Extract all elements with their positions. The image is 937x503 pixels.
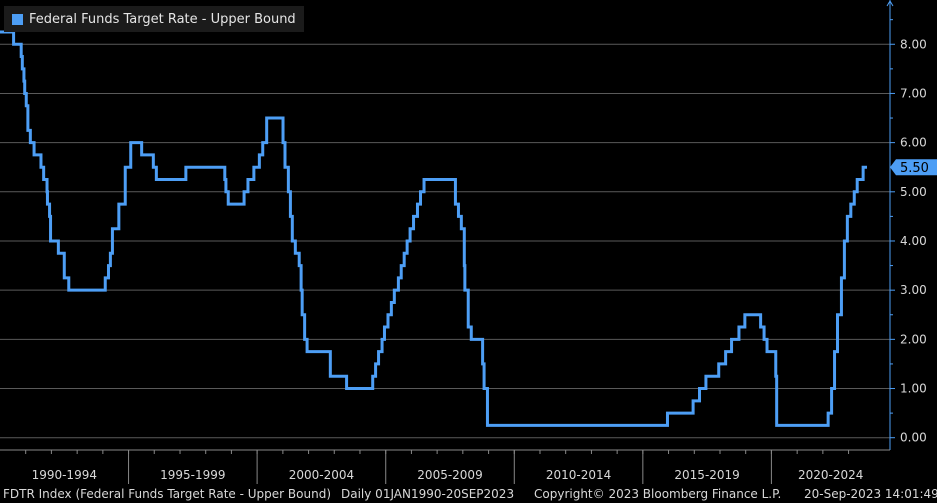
y-tick-label: 7.00 <box>900 86 927 100</box>
legend: Federal Funds Target Rate - Upper Bound <box>4 6 304 32</box>
y-axis: 0.00 1.00 2.00 3.00 4.00 5.00 6.00 7.00 8.00 <box>886 0 927 450</box>
x-period-label: 2000-2004 <box>289 468 354 482</box>
x-period-label: 2010-2014 <box>546 468 611 482</box>
x-period-label: 2005-2009 <box>417 468 482 482</box>
footer-copyright: Copyright© 2023 Bloomberg Finance L.P. <box>534 487 782 501</box>
x-period-label: 1990-1994 <box>32 468 97 482</box>
y-tick-label: 5.00 <box>900 185 927 199</box>
y-tick-label: 0.00 <box>900 431 927 445</box>
y-tick-label: 8.00 <box>900 37 927 51</box>
chart-area: 0.00 1.00 2.00 3.00 4.00 5.00 6.00 7.00 8.00 199… <box>0 0 937 484</box>
y-tick-label: 1.00 <box>900 382 927 396</box>
series-line <box>0 30 867 427</box>
last-value-label: 5.50 <box>900 161 929 176</box>
legend-swatch <box>12 13 23 25</box>
y-tick-label: 4.00 <box>900 234 927 248</box>
y-tick-label: 6.00 <box>900 136 927 150</box>
footer-index: FDTR Index (Federal Funds Target Rate - … <box>3 487 332 501</box>
footer: FDTR Index (Federal Funds Target Rate - … <box>0 484 937 503</box>
legend-label: Federal Funds Target Rate - Upper Bound <box>29 11 296 27</box>
y-axis-arrow <box>886 0 894 7</box>
footer-timestamp: 20-Sep-2023 14:01:49 <box>804 487 937 501</box>
grid-lines <box>0 43 890 439</box>
last-value-marker: 5.50 <box>890 159 937 176</box>
x-period-label: 2015-2019 <box>674 468 739 482</box>
series-group <box>0 30 867 427</box>
x-period-label: 1995-1999 <box>160 468 225 482</box>
footer-range: Daily 01JAN1990-20SEP2023 <box>341 487 515 501</box>
x-period-label: 2020-2024 <box>798 468 863 482</box>
y-tick-label: 2.00 <box>900 332 927 346</box>
y-tick-label: 3.00 <box>900 283 927 297</box>
x-axis: 1990-1994 1995-1999 2000-2004 2005-2009 2010… <box>0 449 890 484</box>
last-value-tag <box>890 159 937 176</box>
